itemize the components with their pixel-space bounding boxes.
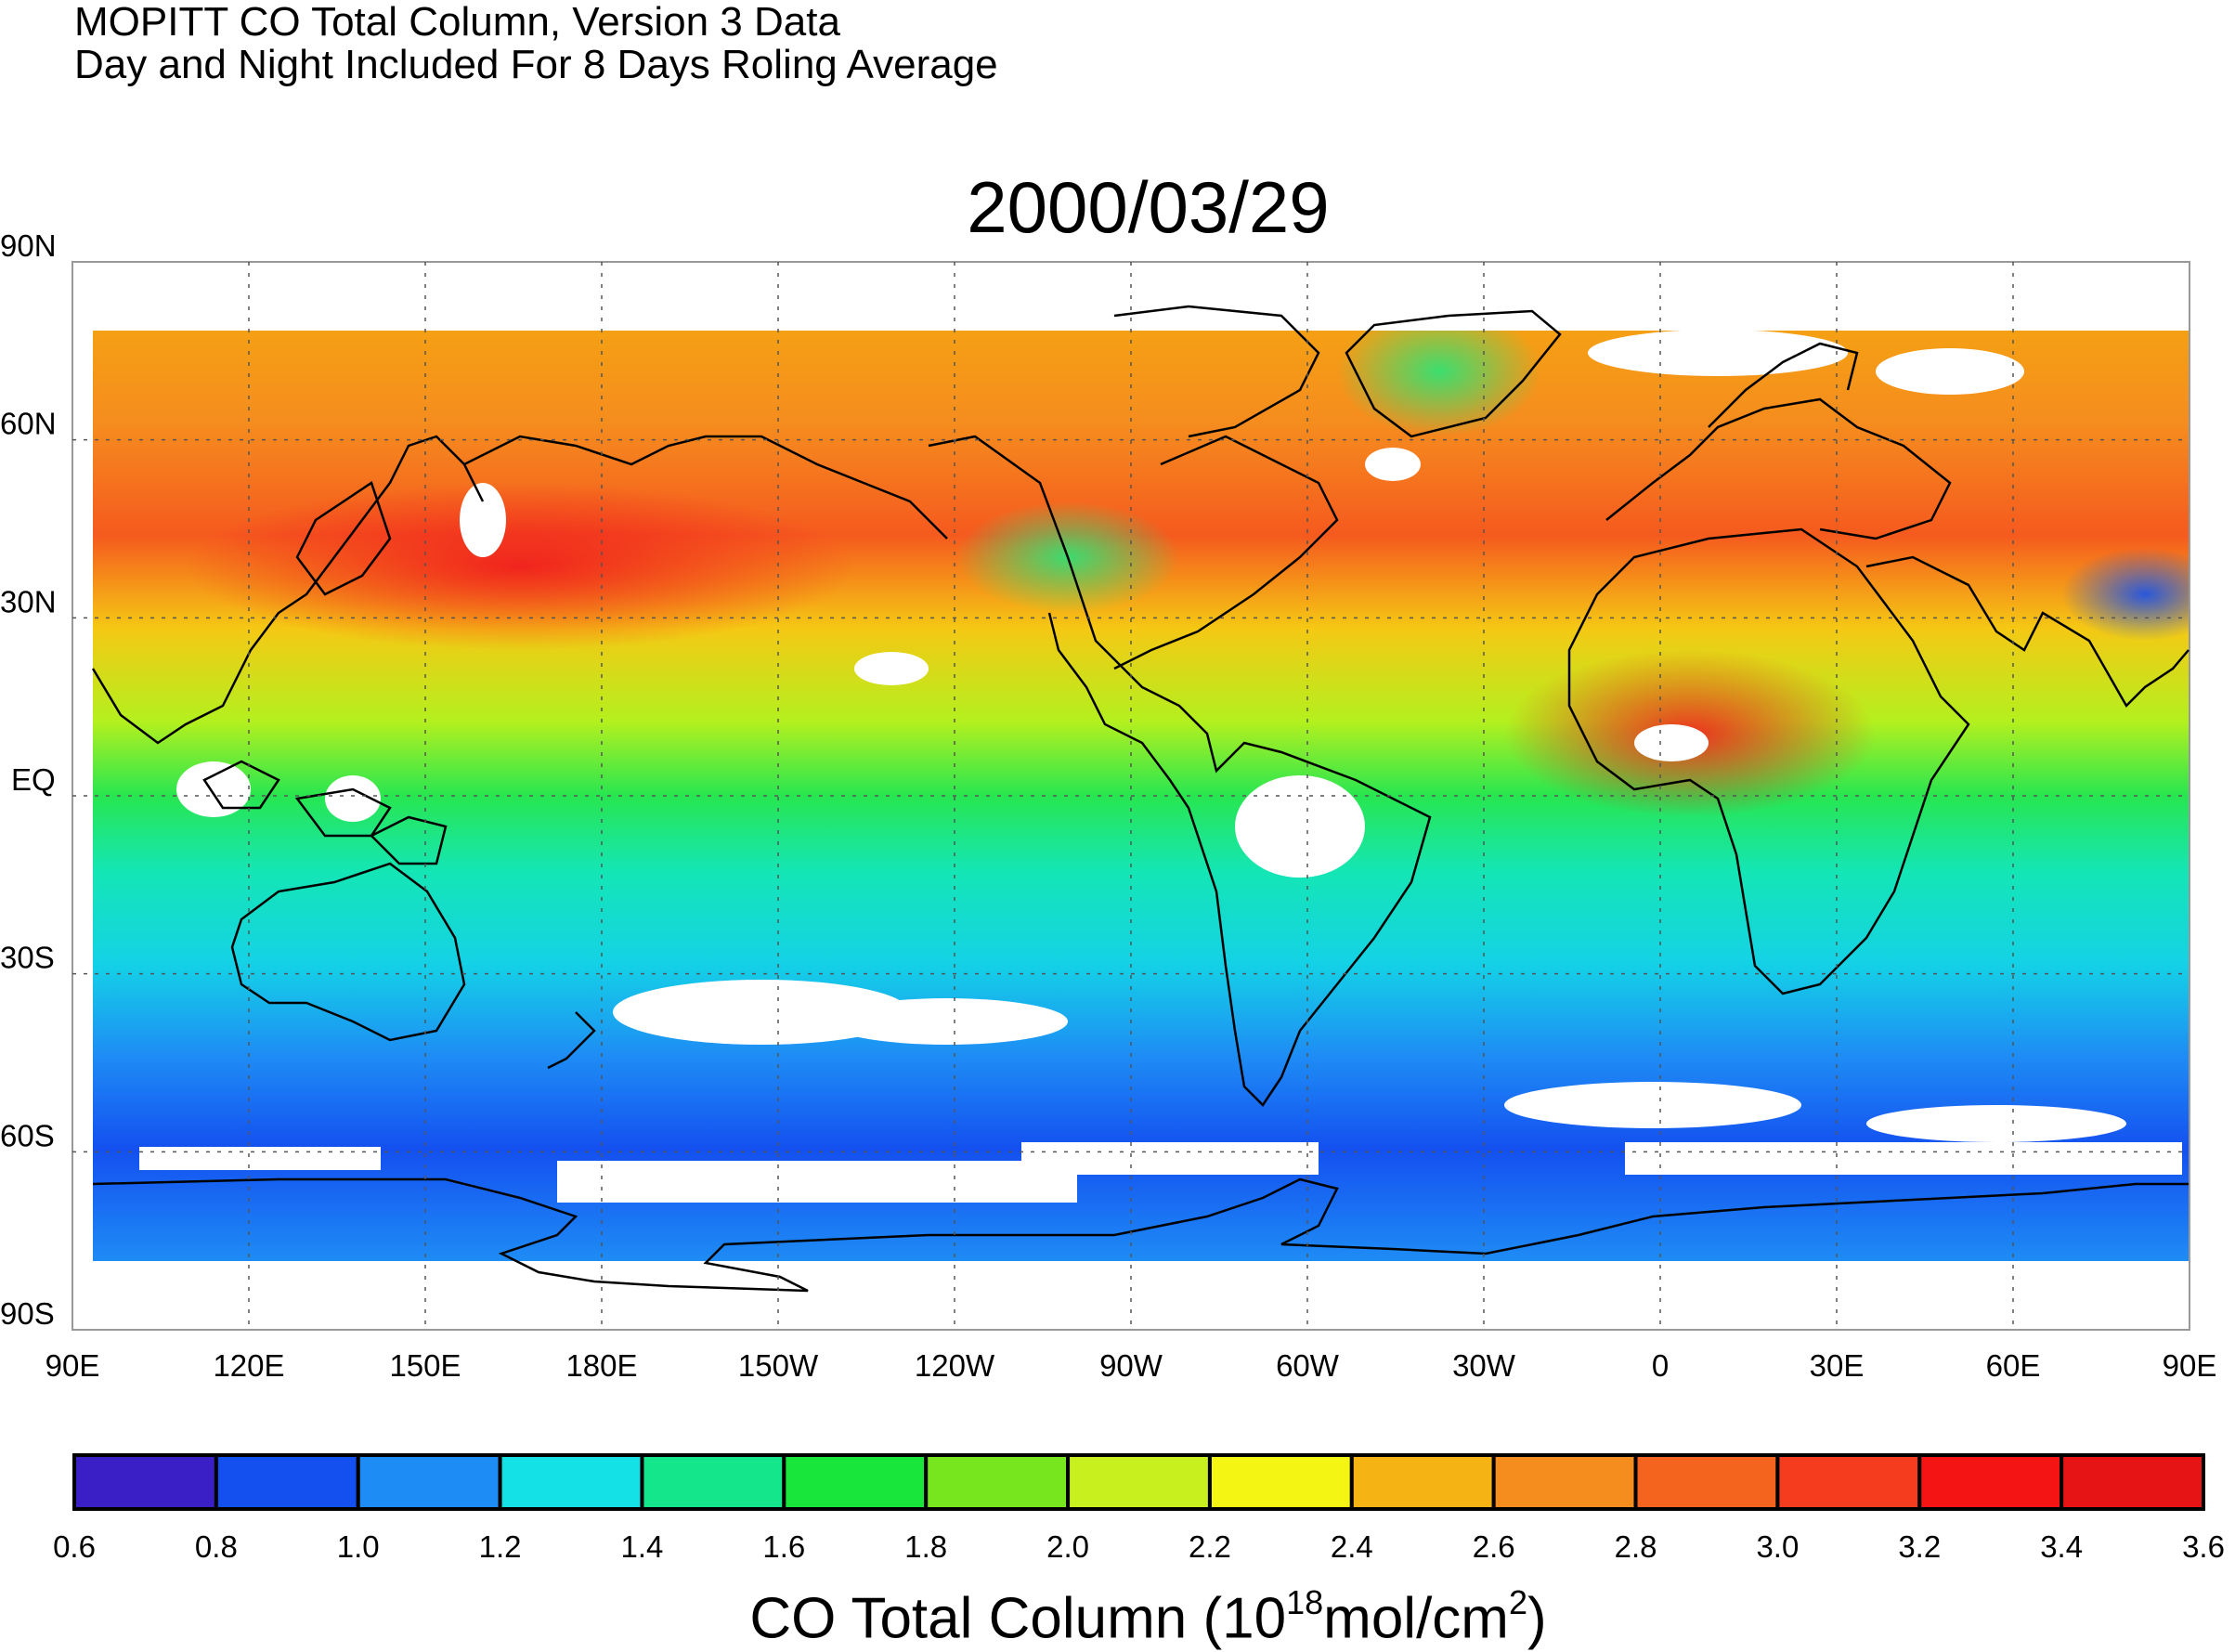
colorbar-segment [1917,1453,2064,1511]
lon-label: 90W [1099,1348,1163,1383]
colorbar-segment [1633,1453,1780,1511]
header-title-line2: Day and Night Included For 8 Days Roling… [74,42,998,87]
colorbar-segment [782,1453,929,1511]
colorbar-tick-label: 2.4 [1331,1529,1373,1564]
map-date-title: 2000/03/29 [967,166,1330,248]
colorbar-segment [2060,1453,2205,1511]
lat-label: 90S [0,1296,55,1331]
colorbar-segment [640,1453,786,1511]
colorbar-segment [1207,1453,1354,1511]
lat-label: EQ [11,762,56,797]
colorbar-tick-label: 3.2 [1898,1529,1941,1564]
colorbar [72,1453,2205,1511]
colorbar-tick-label: 3.0 [1756,1529,1799,1564]
lon-label: 60E [1986,1348,2041,1383]
colorbar-tick-label: 2.2 [1189,1529,1231,1564]
colorbar-tick-labels: 0.6 0.8 1.0 1.2 1.4 1.6 1.8 2.0 2.2 2.4 2.6 2.8 3.0 3… [53,1529,2225,1564]
colorbar-tick-label: 1.2 [479,1529,522,1564]
colorbar-tick-label: 3.4 [2040,1529,2083,1564]
header-title-line1: MOPITT CO Total Column, Version 3 Data [74,0,840,45]
colorbar-title: CO Total Column (1018mol/cm2) [749,1583,1547,1651]
colorbar-tick-label: 2.8 [1615,1529,1657,1564]
colorbar-tick-label: 1.0 [337,1529,380,1564]
lon-label: 180E [565,1348,637,1383]
lon-label: 30W [1452,1348,1516,1383]
lon-label: 150E [389,1348,461,1383]
colorbar-segment [72,1453,218,1511]
lon-label: 30E [1810,1348,1865,1383]
colorbar-tick-label: 1.4 [621,1529,664,1564]
lat-label: 30S [0,941,55,975]
colorbar-tick-label: 1.6 [762,1529,805,1564]
colorbar-tick-label: 2.0 [1046,1529,1089,1564]
colorbar-segment [498,1453,644,1511]
lon-label: 150W [738,1348,819,1383]
lon-label: 60W [1276,1348,1340,1383]
lon-label: 0 [1652,1348,1669,1383]
colorbar-tick-label: 1.8 [904,1529,947,1564]
coastlines [91,305,2190,1293]
lon-label: 120E [213,1348,284,1383]
latitude-labels: 90N 60N 30N EQ 30S 60S 90S [0,228,57,1331]
colorbar-tick-label: 3.6 [2182,1529,2225,1564]
colorbar-segment [356,1453,502,1511]
colorbar-segment [1349,1453,1496,1511]
lat-label: 90N [0,228,57,263]
missing-data-regions [139,331,2182,1203]
lon-label: 90E [2163,1348,2217,1383]
lat-label: 60N [0,407,57,441]
colorbar-segment [1491,1453,1638,1511]
gridlines [72,262,2190,1330]
lon-label: 90E [45,1348,100,1383]
colorbar-tick-label: 0.8 [195,1529,238,1564]
longitude-labels: 90E 120E 150E 180E 150W 120W 90W 60W 30W 0 30E 60E 9… [45,1348,2217,1383]
lat-label: 60S [0,1118,55,1152]
colorbar-tick-label: 2.6 [1473,1529,1515,1564]
colorbar-segment [1066,1453,1212,1511]
colorbar-tick-label: 0.6 [53,1529,96,1564]
lon-label: 120W [915,1348,995,1383]
lat-label: 30N [0,584,57,618]
colorbar-segment [1775,1453,1922,1511]
colorbar-segment [214,1453,360,1511]
colorbar-segment [924,1453,1071,1511]
